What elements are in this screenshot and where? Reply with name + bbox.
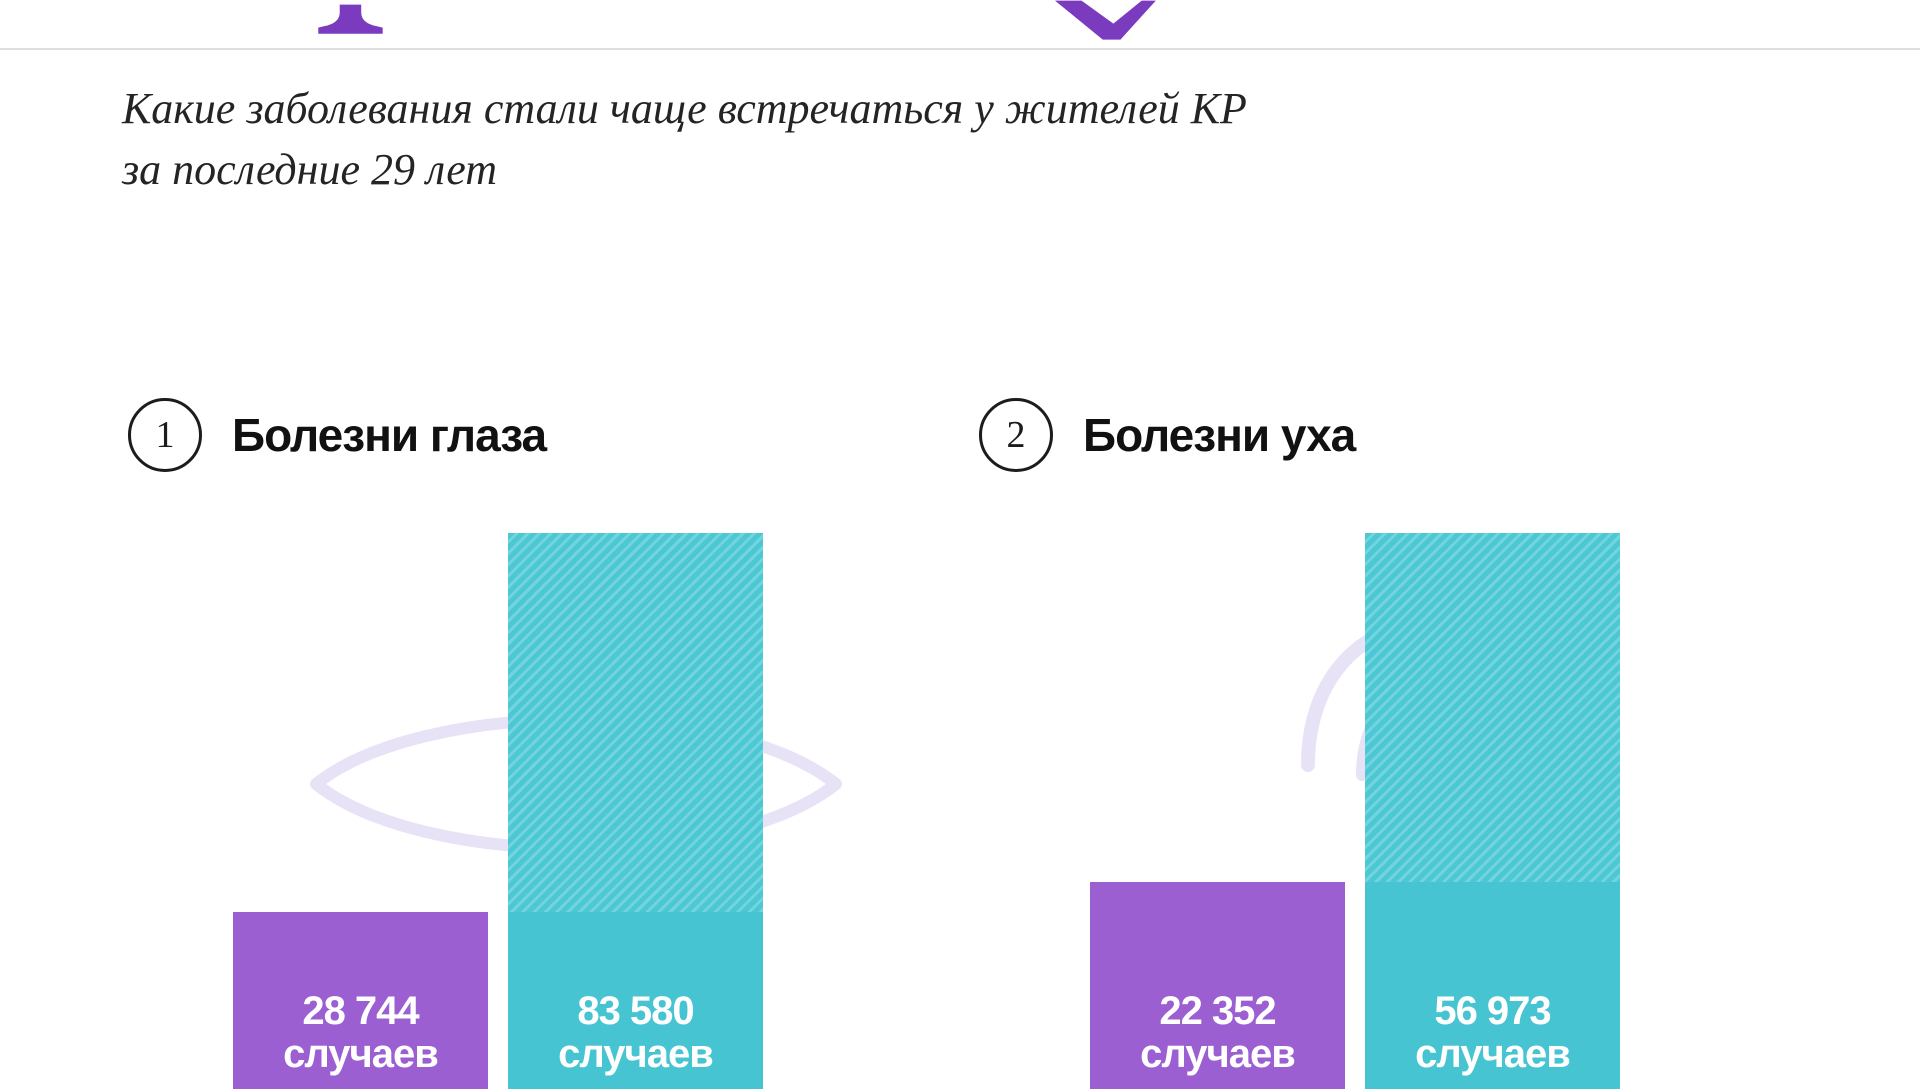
ear-bar-before — [1090, 882, 1345, 1089]
bar-unit: случаев — [1140, 1032, 1296, 1076]
section-ear-title: Болезни уха — [1083, 409, 1356, 461]
ear-bar-after — [1365, 533, 1620, 1089]
bar-unit: случаев — [558, 1032, 714, 1076]
ear-bar-before-label: 22 352 случаев — [1090, 990, 1345, 1076]
bar-value: 22 352 — [1159, 989, 1276, 1033]
section-ear-number: 2 — [1006, 414, 1026, 456]
section-eye-title: Болезни глаза — [232, 409, 547, 461]
eye-bar-before-label: 28 744 случаев — [233, 990, 488, 1076]
section-eye-number-badge: 1 — [128, 398, 202, 472]
section-ear-number-badge: 2 — [979, 398, 1053, 472]
eye-bar-after — [508, 533, 763, 1089]
ear-bar-after-solid-part — [1365, 882, 1620, 1089]
section-ear-header: 2 Болезни уха — [979, 398, 1356, 472]
subtitle-line-2: за последние 29 лет — [122, 145, 498, 194]
bar-value: 83 580 — [577, 989, 694, 1033]
section-eye-header: 1 Болезни глаза — [128, 398, 547, 472]
subtitle-line-1: Какие заболевания стали чаще встречаться… — [122, 84, 1247, 133]
cropped-headline-letter-v — [1055, 0, 1156, 40]
section-eye-number: 1 — [155, 414, 175, 456]
eye-bar-before — [233, 912, 488, 1089]
top-divider — [0, 48, 1920, 50]
bar-value: 28 744 — [302, 989, 419, 1033]
eye-bar-after-solid-part — [508, 912, 763, 1089]
infographic-subtitle: Какие заболевания стали чаще встречаться… — [122, 78, 1247, 200]
eye-bar-after-label: 83 580 случаев — [508, 990, 763, 1076]
bar-unit: случаев — [283, 1032, 439, 1076]
bar-value: 56 973 — [1434, 989, 1551, 1033]
ear-bar-after-label: 56 973 случаев — [1365, 990, 1620, 1076]
cropped-headline-letter-stem — [318, 4, 383, 34]
bar-unit: случаев — [1415, 1032, 1571, 1076]
